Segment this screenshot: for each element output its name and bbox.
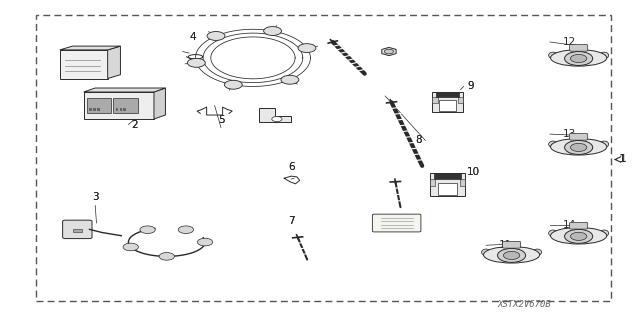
Circle shape [564, 51, 593, 65]
Circle shape [272, 116, 282, 122]
Bar [87, 98, 111, 113]
Circle shape [504, 251, 520, 259]
Polygon shape [84, 88, 166, 92]
Polygon shape [259, 108, 291, 122]
Ellipse shape [550, 138, 607, 155]
FancyBboxPatch shape [502, 241, 521, 248]
Ellipse shape [548, 141, 557, 147]
Bar [435, 173, 461, 179]
Bar [439, 100, 456, 111]
Ellipse shape [481, 249, 490, 256]
Text: XSTX2V670B: XSTX2V670B [497, 300, 551, 309]
Bar [124, 108, 126, 111]
Circle shape [159, 253, 174, 260]
Circle shape [298, 44, 316, 53]
Text: 13: 13 [563, 129, 576, 139]
Circle shape [564, 140, 593, 154]
FancyBboxPatch shape [570, 222, 588, 229]
Text: 1: 1 [620, 154, 627, 165]
Text: 3: 3 [92, 192, 99, 202]
Text: 10: 10 [467, 167, 480, 177]
Polygon shape [60, 50, 108, 78]
Bar [73, 229, 82, 232]
Circle shape [497, 249, 525, 263]
Text: 1: 1 [619, 154, 625, 165]
Bar [438, 182, 458, 195]
Circle shape [385, 49, 394, 54]
Bar [90, 108, 92, 111]
Ellipse shape [550, 227, 607, 244]
Circle shape [123, 243, 138, 251]
Text: 3: 3 [92, 192, 99, 202]
Text: 11: 11 [499, 240, 512, 250]
Circle shape [207, 32, 225, 41]
Ellipse shape [550, 50, 607, 66]
Circle shape [570, 55, 587, 63]
Bar [113, 98, 138, 113]
Circle shape [564, 229, 593, 243]
Polygon shape [430, 174, 465, 196]
Text: 4: 4 [189, 32, 196, 42]
FancyBboxPatch shape [372, 214, 421, 232]
Polygon shape [84, 92, 154, 119]
Text: 8: 8 [415, 136, 422, 145]
Bar [458, 97, 463, 103]
Text: 4: 4 [189, 32, 196, 42]
Circle shape [178, 226, 193, 234]
Ellipse shape [532, 249, 541, 256]
Polygon shape [433, 93, 463, 112]
Ellipse shape [548, 230, 557, 236]
Ellipse shape [483, 247, 540, 263]
Text: 2: 2 [132, 120, 138, 130]
Text: 10: 10 [467, 167, 480, 177]
Bar [116, 108, 118, 111]
Ellipse shape [600, 230, 609, 236]
Circle shape [140, 226, 156, 234]
Ellipse shape [600, 141, 609, 147]
Text: 8: 8 [415, 136, 422, 145]
Circle shape [197, 238, 212, 246]
Text: 12: 12 [563, 37, 576, 47]
Circle shape [264, 26, 282, 35]
Polygon shape [108, 46, 120, 78]
Polygon shape [382, 48, 396, 56]
Text: 14: 14 [563, 219, 576, 230]
Bar [460, 179, 465, 186]
Circle shape [225, 80, 242, 89]
Circle shape [570, 143, 587, 152]
Bar [430, 179, 435, 186]
Text: 9: 9 [467, 81, 474, 92]
Bar [433, 97, 438, 103]
Text: 2: 2 [132, 120, 138, 130]
FancyBboxPatch shape [570, 44, 588, 51]
Text: 7: 7 [288, 216, 294, 226]
FancyBboxPatch shape [570, 133, 588, 140]
Polygon shape [60, 46, 120, 50]
Text: 7: 7 [288, 216, 294, 226]
Circle shape [281, 75, 299, 84]
Text: 5: 5 [218, 115, 225, 124]
Polygon shape [154, 88, 166, 119]
Text: 6: 6 [288, 162, 294, 172]
Bar [436, 92, 460, 97]
Text: 6: 6 [288, 162, 294, 172]
Ellipse shape [548, 52, 557, 58]
Circle shape [188, 58, 205, 67]
Ellipse shape [600, 52, 609, 58]
Bar [36, 15, 611, 301]
Bar [97, 108, 100, 111]
Bar [120, 108, 122, 111]
Circle shape [570, 232, 587, 241]
Text: 5: 5 [218, 115, 225, 124]
Bar [93, 108, 96, 111]
FancyBboxPatch shape [63, 220, 92, 239]
Text: 9: 9 [467, 81, 474, 92]
